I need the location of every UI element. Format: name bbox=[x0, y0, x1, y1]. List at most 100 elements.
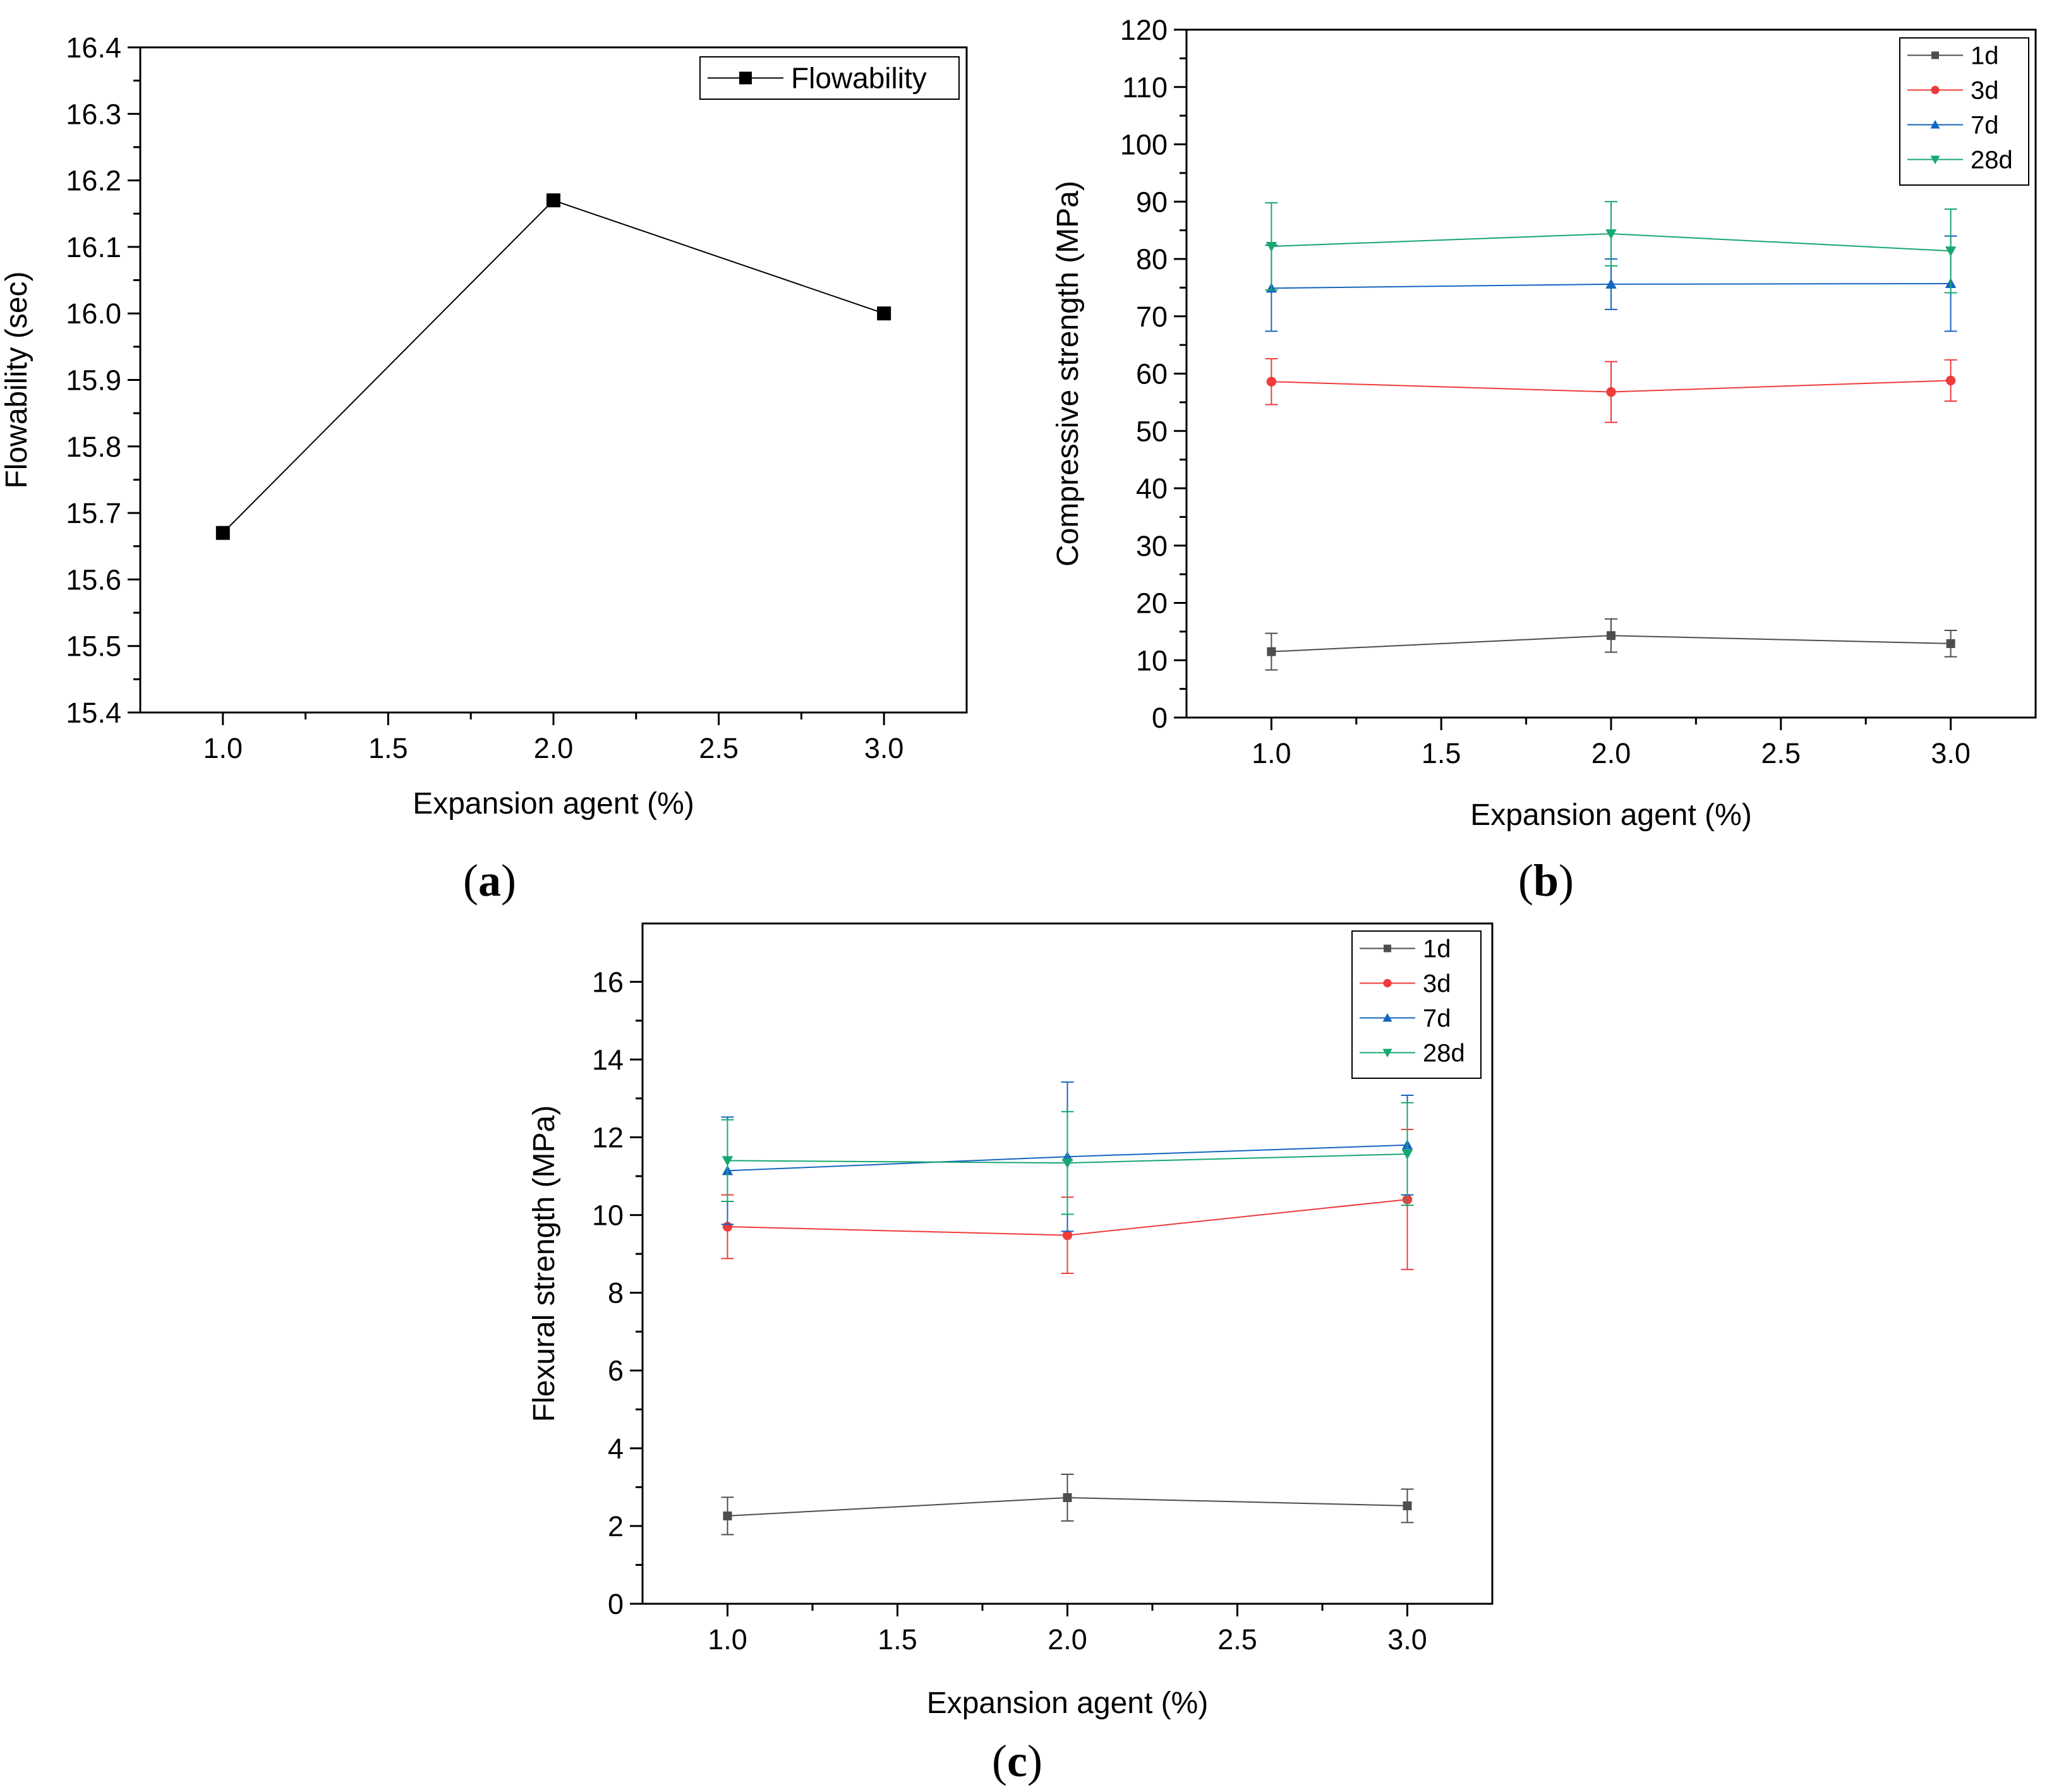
y-tick-label: 2 bbox=[608, 1510, 624, 1542]
data-point bbox=[1606, 387, 1616, 397]
y-tick-label: 16.1 bbox=[66, 231, 121, 263]
legend-label: 28d bbox=[1971, 147, 2013, 174]
series-line bbox=[222, 200, 885, 534]
data-point bbox=[1267, 647, 1276, 656]
legend-label: 3d bbox=[1971, 77, 1999, 105]
x-tick-label: 1.0 bbox=[708, 1623, 747, 1656]
y-tick-label: 16.2 bbox=[66, 165, 121, 197]
chart-panel-c: 1.0 1.5 2.0 2.5 3.0 0 2 4 6 8 10 12 14 16 Expansion ag… bbox=[528, 922, 1494, 1720]
legend-label: 1d bbox=[1971, 42, 1999, 70]
series-1d bbox=[1265, 618, 1957, 671]
chart-panel-b: 1.0 1.5 2.0 2.5 3.0 0 10 20 30 40 50 60 70 80 90 100 110… bbox=[1051, 14, 2037, 832]
legend-box bbox=[1351, 930, 1482, 1079]
y-tick-label: 60 bbox=[1136, 358, 1168, 390]
y-tick-label: 100 bbox=[1120, 129, 1168, 161]
data-point bbox=[877, 306, 891, 321]
x-tick-label: 2.5 bbox=[699, 732, 739, 764]
y-tick-label: 8 bbox=[608, 1277, 624, 1309]
y-tick-label: 15.6 bbox=[66, 563, 121, 596]
x-tick-label: 3.0 bbox=[864, 732, 904, 764]
y-tick-label: 50 bbox=[1136, 415, 1168, 447]
x-tick-label: 2.0 bbox=[534, 732, 574, 764]
y-tick-label: 20 bbox=[1136, 587, 1168, 620]
legend-swatch-marker bbox=[1930, 155, 1940, 164]
y-tick-label: 0 bbox=[608, 1588, 624, 1620]
y-tick-label: 80 bbox=[1136, 243, 1168, 275]
x-axis-title: Expansion agent (%) bbox=[927, 1687, 1209, 1720]
y-tick-label: 12 bbox=[592, 1121, 624, 1153]
legend-label: 1d bbox=[1423, 935, 1451, 963]
x-tick-label: 2.0 bbox=[1591, 737, 1631, 769]
y-tick-label: 16.4 bbox=[66, 32, 121, 64]
legend-swatch-marker bbox=[1382, 1013, 1392, 1022]
y-tick-label: 16.3 bbox=[66, 98, 121, 130]
legend-swatch-marker bbox=[1383, 978, 1392, 988]
y-tick-label: 30 bbox=[1136, 530, 1168, 562]
legend-swatch-marker bbox=[1930, 120, 1940, 129]
legend-label: 7d bbox=[1423, 1005, 1451, 1033]
x-axis-title: Expansion agent (%) bbox=[1470, 798, 1752, 832]
y-tick-label: 4 bbox=[608, 1433, 624, 1465]
x-tick-label: 1.0 bbox=[1252, 737, 1291, 769]
series-28d bbox=[1265, 201, 1957, 294]
y-tick-label: 16 bbox=[592, 966, 624, 998]
y-axis-title: Compressive strength (MPa) bbox=[1051, 181, 1085, 567]
legend-box bbox=[1899, 37, 2029, 186]
y-tick-label: 15.7 bbox=[66, 497, 121, 529]
data-point bbox=[1945, 375, 1956, 386]
x-tick-label: 1.5 bbox=[368, 732, 408, 764]
x-tick-label: 1.5 bbox=[1422, 737, 1461, 769]
data-point bbox=[1266, 376, 1277, 387]
legend: Flowability bbox=[699, 56, 960, 100]
x-tick-label: 2.0 bbox=[1048, 1623, 1087, 1656]
x-tick-label: 2.5 bbox=[1217, 1623, 1257, 1656]
y-axis-title: Flowability (sec) bbox=[0, 271, 33, 488]
series-28d bbox=[721, 1102, 1414, 1215]
y-tick-label: 15.8 bbox=[66, 431, 121, 463]
y-tick-label: 15.5 bbox=[66, 630, 121, 663]
legend: 1d 3d 7d 28d bbox=[1351, 930, 1482, 1079]
y-tick-label: 16.0 bbox=[66, 298, 121, 330]
panel-label-a: (a) bbox=[463, 855, 516, 906]
x-tick-label: 2.5 bbox=[1761, 737, 1801, 769]
legend-label: 3d bbox=[1423, 970, 1451, 998]
y-tick-label: 10 bbox=[1136, 644, 1168, 677]
data-point bbox=[722, 1156, 734, 1167]
series-1d bbox=[721, 1474, 1414, 1536]
y-tick-label: 10 bbox=[592, 1200, 624, 1232]
legend-label: Flowability bbox=[791, 62, 927, 95]
y-tick-label: 15.4 bbox=[66, 697, 121, 729]
legend-swatch-marker bbox=[1384, 944, 1391, 953]
x-tick-label: 3.0 bbox=[1387, 1623, 1427, 1656]
panel-label-c: (c) bbox=[992, 1736, 1042, 1786]
y-tick-label: 15.9 bbox=[66, 364, 121, 397]
data-point bbox=[723, 1511, 732, 1520]
data-point bbox=[1061, 1158, 1073, 1169]
data-point bbox=[1063, 1493, 1072, 1502]
data-point bbox=[546, 193, 560, 208]
y-axis-title: Flexural strength (MPa) bbox=[528, 1105, 561, 1422]
data-point bbox=[1945, 246, 1957, 257]
legend-swatch-marker bbox=[739, 71, 752, 85]
y-tick-label: 40 bbox=[1136, 472, 1168, 505]
y-tick-label: 70 bbox=[1136, 301, 1168, 333]
legend-swatch-marker bbox=[1931, 51, 1939, 59]
data-point bbox=[1607, 631, 1615, 640]
legend-swatch-marker bbox=[1382, 1049, 1392, 1057]
legend-label: 7d bbox=[1971, 112, 1999, 140]
x-tick-label: 1.0 bbox=[203, 732, 243, 764]
series-flowability bbox=[215, 193, 891, 540]
y-tick-label: 90 bbox=[1136, 186, 1168, 218]
x-tick-label: 3.0 bbox=[1931, 737, 1971, 769]
legend-label: 28d bbox=[1423, 1040, 1465, 1067]
data-point bbox=[1265, 242, 1277, 252]
data-point bbox=[1605, 229, 1617, 239]
y-tick-label: 14 bbox=[592, 1043, 624, 1076]
y-tick-label: 120 bbox=[1120, 14, 1168, 46]
plot-frame bbox=[139, 46, 968, 714]
chart-panel-a: 1.0 1.5 2.0 2.5 3.0 15.4 15.5 15.6 15.7 15.8 15.9 1… bbox=[0, 32, 968, 821]
data-point bbox=[1605, 279, 1617, 289]
y-tick-label: 110 bbox=[1122, 71, 1168, 104]
data-point bbox=[1946, 639, 1955, 648]
